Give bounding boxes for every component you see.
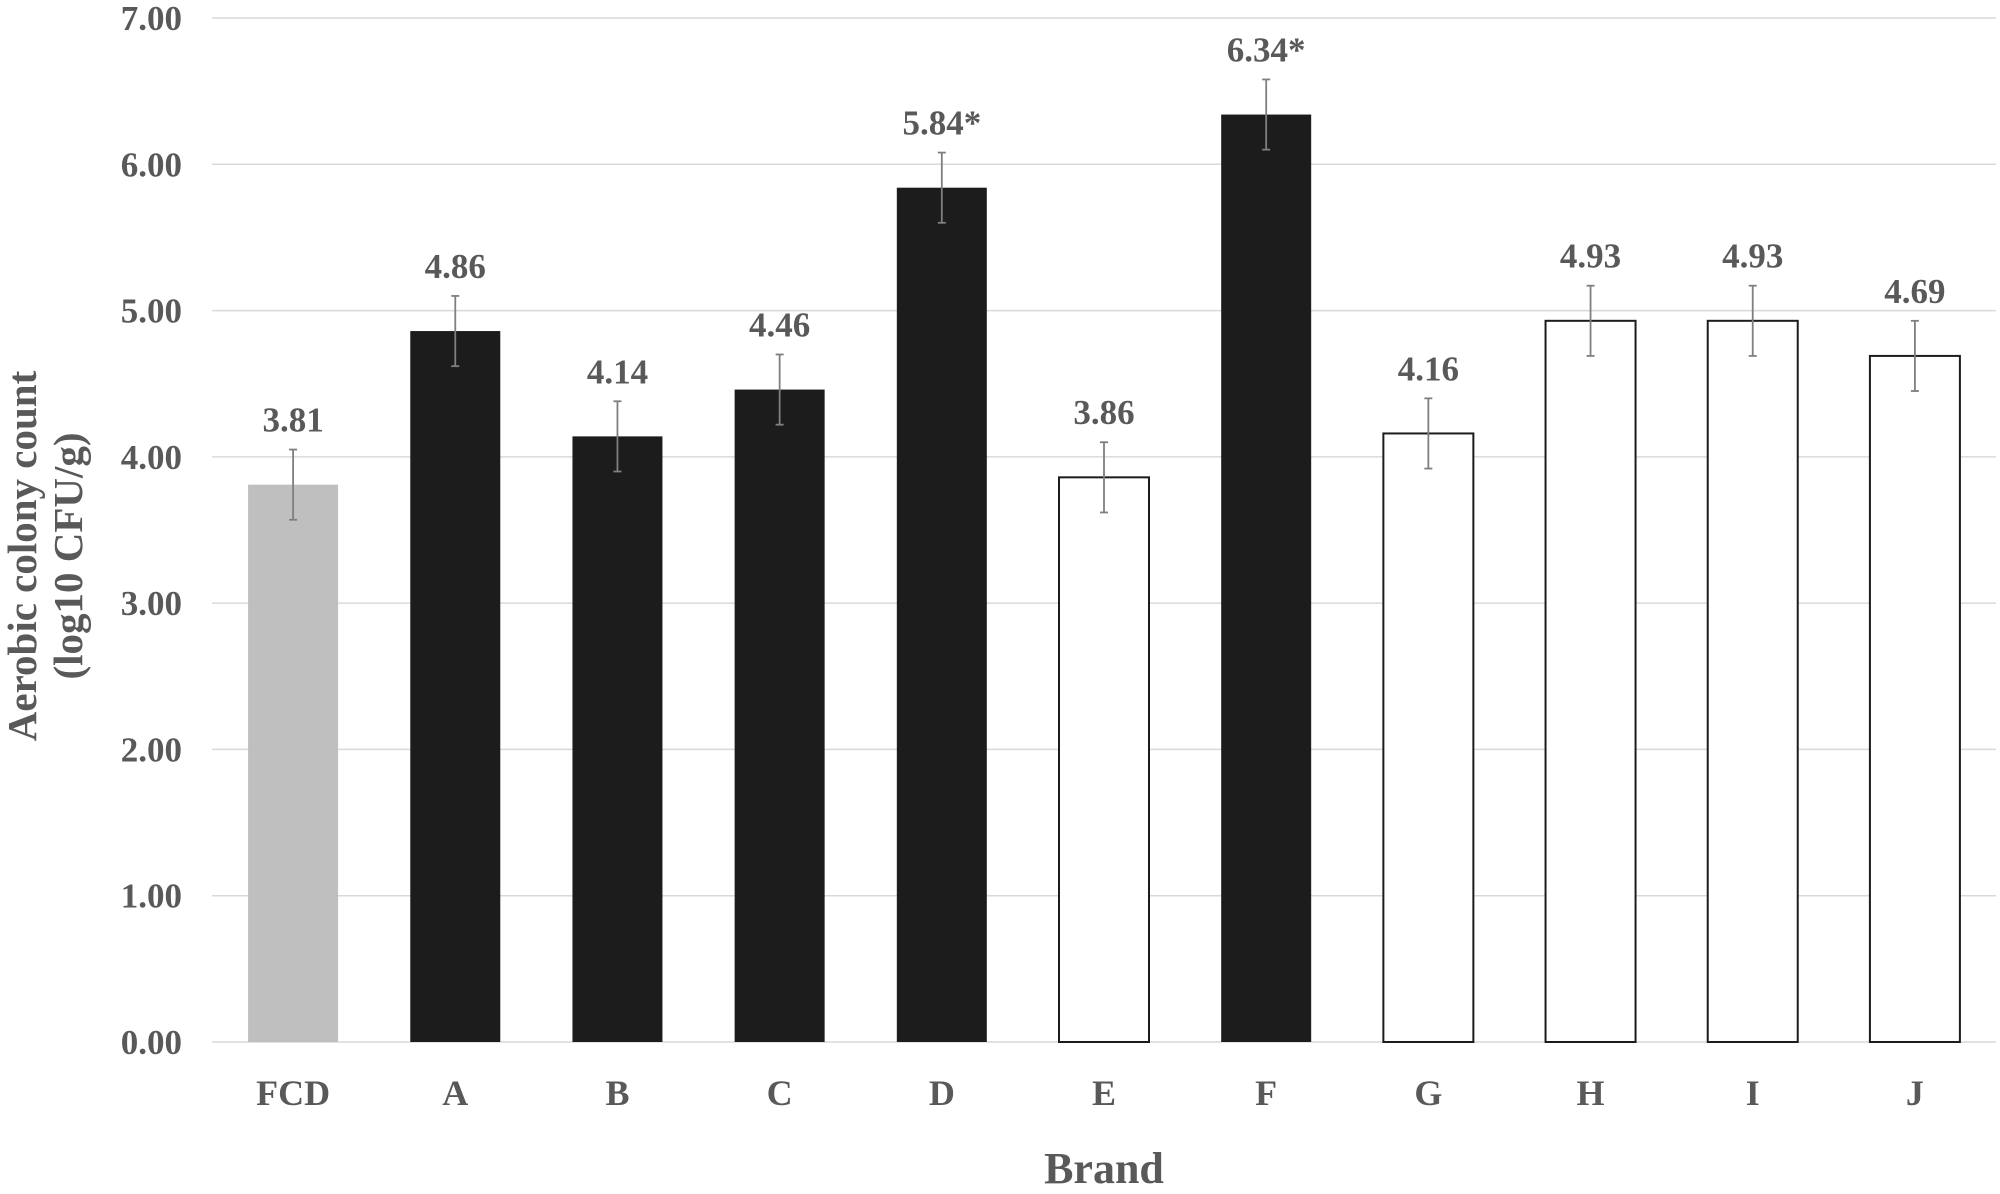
data-label: 4.69 xyxy=(1884,272,1945,311)
y-axis-title-line: Aerobic colony count xyxy=(0,370,45,741)
y-axis-title: Aerobic colony count(log10 CFU/g) xyxy=(0,370,91,741)
bar xyxy=(1544,319,1637,1044)
y-tick-label: 7.00 xyxy=(121,0,182,38)
y-tick-label: 2.00 xyxy=(121,730,182,769)
x-tick-label: H xyxy=(1577,1073,1605,1113)
data-label: 4.16 xyxy=(1398,349,1459,388)
bar xyxy=(572,436,663,1042)
x-tick-label: J xyxy=(1906,1073,1924,1113)
y-tick-label: 4.00 xyxy=(121,438,182,477)
bar xyxy=(410,331,501,1043)
data-label: 4.46 xyxy=(749,305,810,344)
data-label: 4.14 xyxy=(587,352,648,391)
x-tick-label: A xyxy=(442,1073,468,1113)
bar xyxy=(1706,319,1799,1044)
x-tick-label: I xyxy=(1746,1073,1760,1113)
bar xyxy=(1382,432,1475,1043)
data-label: 3.86 xyxy=(1073,393,1134,432)
data-label: 4.86 xyxy=(425,247,486,286)
y-axis-title-line: (log10 CFU/g) xyxy=(45,432,91,679)
x-tick-label: F xyxy=(1255,1073,1277,1113)
x-tick-label: B xyxy=(605,1073,629,1113)
x-axis-title: Brand xyxy=(1044,1144,1164,1189)
data-label: 3.81 xyxy=(262,401,323,440)
bar xyxy=(896,187,987,1043)
data-label: 5.84* xyxy=(902,104,981,143)
y-tick-label: 6.00 xyxy=(121,145,182,184)
x-tick-label: D xyxy=(929,1073,955,1113)
y-tick-label: 1.00 xyxy=(121,877,182,916)
x-tick-label: G xyxy=(1414,1073,1442,1113)
x-tick-label: C xyxy=(767,1073,793,1113)
bar xyxy=(1221,114,1312,1042)
y-tick-label: 5.00 xyxy=(121,292,182,331)
data-label: 4.93 xyxy=(1560,237,1621,276)
bar xyxy=(1868,354,1961,1044)
bar xyxy=(734,389,825,1043)
bar xyxy=(1058,476,1150,1043)
bar xyxy=(248,484,339,1042)
data-label: 6.34* xyxy=(1227,30,1306,69)
x-tick-label: FCD xyxy=(256,1073,330,1113)
y-tick-label: 0.00 xyxy=(121,1023,182,1062)
y-tick-label: 3.00 xyxy=(121,584,182,623)
x-tick-label: E xyxy=(1092,1073,1116,1113)
data-label: 4.93 xyxy=(1722,237,1783,276)
